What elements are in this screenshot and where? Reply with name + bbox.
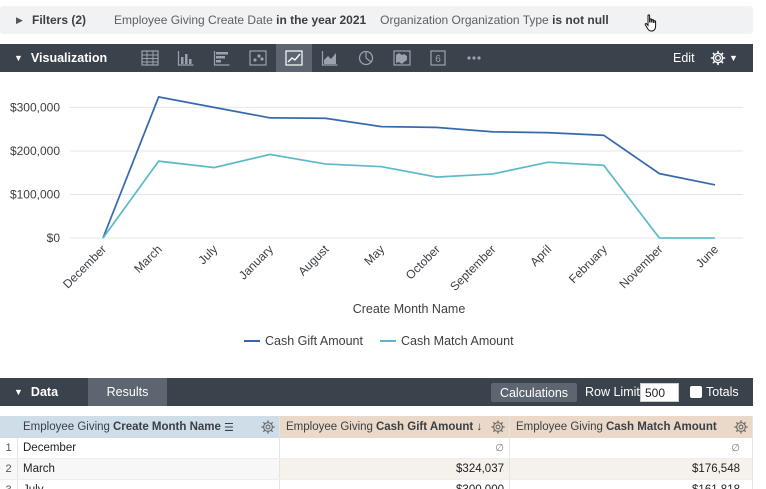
single-value-icon[interactable]: 6 [420,44,456,72]
filters-label: Filters (2) [32,13,87,27]
more-icon[interactable] [456,44,492,72]
cell-gift: $300,000 [280,480,510,489]
chevron-down-icon: ▼ [729,53,738,63]
map-icon[interactable] [384,44,420,72]
y-tick-label: $0 [47,231,61,245]
column-prefix: Employee Giving [23,421,110,433]
pivot-icon[interactable]: ☰ [223,421,234,434]
cell-month: July [18,480,280,489]
pie-chart-icon[interactable] [348,44,384,72]
cell-month: December [18,438,280,458]
column-prefix: Employee Giving [516,421,603,433]
gear-icon[interactable] [261,420,275,434]
column-name: Cash Match Amount [605,421,717,433]
table-header: Employee Giving Create Month Name ☰ Emplo… [0,416,753,438]
row-limit-label: Row Limit [585,385,640,399]
x-tick-label: June [693,242,722,271]
cell-gift: ∅ [280,438,510,458]
visualization-type-picker: 6 [132,44,492,72]
expand-caret-icon[interactable]: ▶ [16,14,23,25]
column-header-create-month[interactable]: Employee Giving Create Month Name ☰ [18,416,280,438]
x-tick-label: July [195,242,220,267]
totals-label: Totals [706,385,739,399]
data-title: Data [30,385,59,399]
x-tick-label: January [236,242,276,282]
x-tick-label: November [616,242,665,291]
filter-organization-type[interactable]: Organization Organization Type is not nu… [380,13,609,27]
x-tick-label: May [361,242,387,268]
column-prefix: Employee Giving [286,421,373,433]
area-chart-icon[interactable] [312,44,348,72]
totals-checkbox[interactable] [690,386,702,398]
cell-match: ∅ [510,438,753,458]
cell-gift: $324,037 [280,459,510,479]
svg-text:6: 6 [435,54,441,65]
filter-create-date[interactable]: Employee Giving Create Date in the year … [114,13,366,27]
collapse-caret-icon[interactable]: ▼ [14,387,23,397]
edit-button[interactable]: Edit [673,51,695,65]
series-line [102,96,716,239]
bar-chart-icon[interactable] [204,44,240,72]
y-tick-label: $100,000 [10,187,60,201]
line-chart-icon[interactable] [276,44,312,72]
y-tick-label: $300,000 [10,100,60,114]
index-header [0,416,18,438]
legend-label: Cash Match Amount [401,334,514,348]
filter-condition: is not null [552,13,609,27]
filter-field: Employee Giving Create Date [114,13,273,27]
visualization-title: Visualization [30,51,108,65]
column-name: Cash Gift Amount ↓ [375,421,483,433]
column-header-cash-match[interactable]: Employee Giving Cash Match Amount [510,416,753,438]
series-line-shadow [102,95,716,239]
x-tick-label: August [295,242,332,279]
cell-match: $176,548 [510,459,753,479]
table-icon[interactable] [132,44,168,72]
row-index: 3 [0,480,18,489]
y-tick-label: $200,000 [10,144,60,158]
collapse-caret-icon[interactable]: ▼ [14,53,23,63]
x-axis-title: Create Month Name [353,302,466,316]
table-row: 2 March $324,037 $176,548 [0,459,753,480]
table-row: 3 July $300,000 $161,818 [0,480,753,489]
gear-icon[interactable] [734,420,748,434]
data-bar[interactable]: ▼ Data Results Calculations Row Limit To… [0,378,753,406]
visualization-bar[interactable]: ▼ Visualization 6 Edit ▼ [0,44,753,72]
hand-cursor-icon [644,14,658,37]
filters-bar[interactable]: ▶ Filters (2) Employee Giving Create Dat… [0,6,753,34]
row-index: 2 [0,459,18,479]
series-line [102,153,715,239]
row-index: 1 [0,438,18,458]
column-name: Create Month Name [112,421,221,433]
scatter-icon[interactable] [240,44,276,72]
table-row: 1 December ∅ ∅ [0,438,753,459]
x-tick-label: September [447,242,498,293]
gear-icon[interactable] [491,420,505,434]
x-tick-label: April [527,242,554,269]
filter-condition: in the year 2021 [276,13,367,27]
column-chart-icon[interactable] [168,44,204,72]
cell-month: March [18,459,280,479]
row-limit-input[interactable] [640,383,679,402]
column-header-cash-gift[interactable]: Employee Giving Cash Gift Amount ↓ [280,416,510,438]
cell-match: $161,818 [510,480,753,489]
visualization-settings-menu[interactable]: ▼ [710,50,738,66]
x-tick-label: March [131,242,164,275]
calculations-button[interactable]: Calculations [491,383,577,402]
line-chart: $0 $100,000 $200,000 $300,000 December March J… [10,95,743,348]
results-table: Employee Giving Create Month Name ☰ Emplo… [0,416,753,489]
series-line-shadow [102,153,715,239]
filter-field: Organization Organization Type [380,13,549,27]
x-tick-label: February [566,242,610,286]
x-tick-label: December [60,242,109,291]
legend-label: Cash Gift Amount [265,334,363,348]
gear-icon [710,50,726,66]
x-tick-label: October [403,242,443,282]
tab-results[interactable]: Results [88,378,167,406]
